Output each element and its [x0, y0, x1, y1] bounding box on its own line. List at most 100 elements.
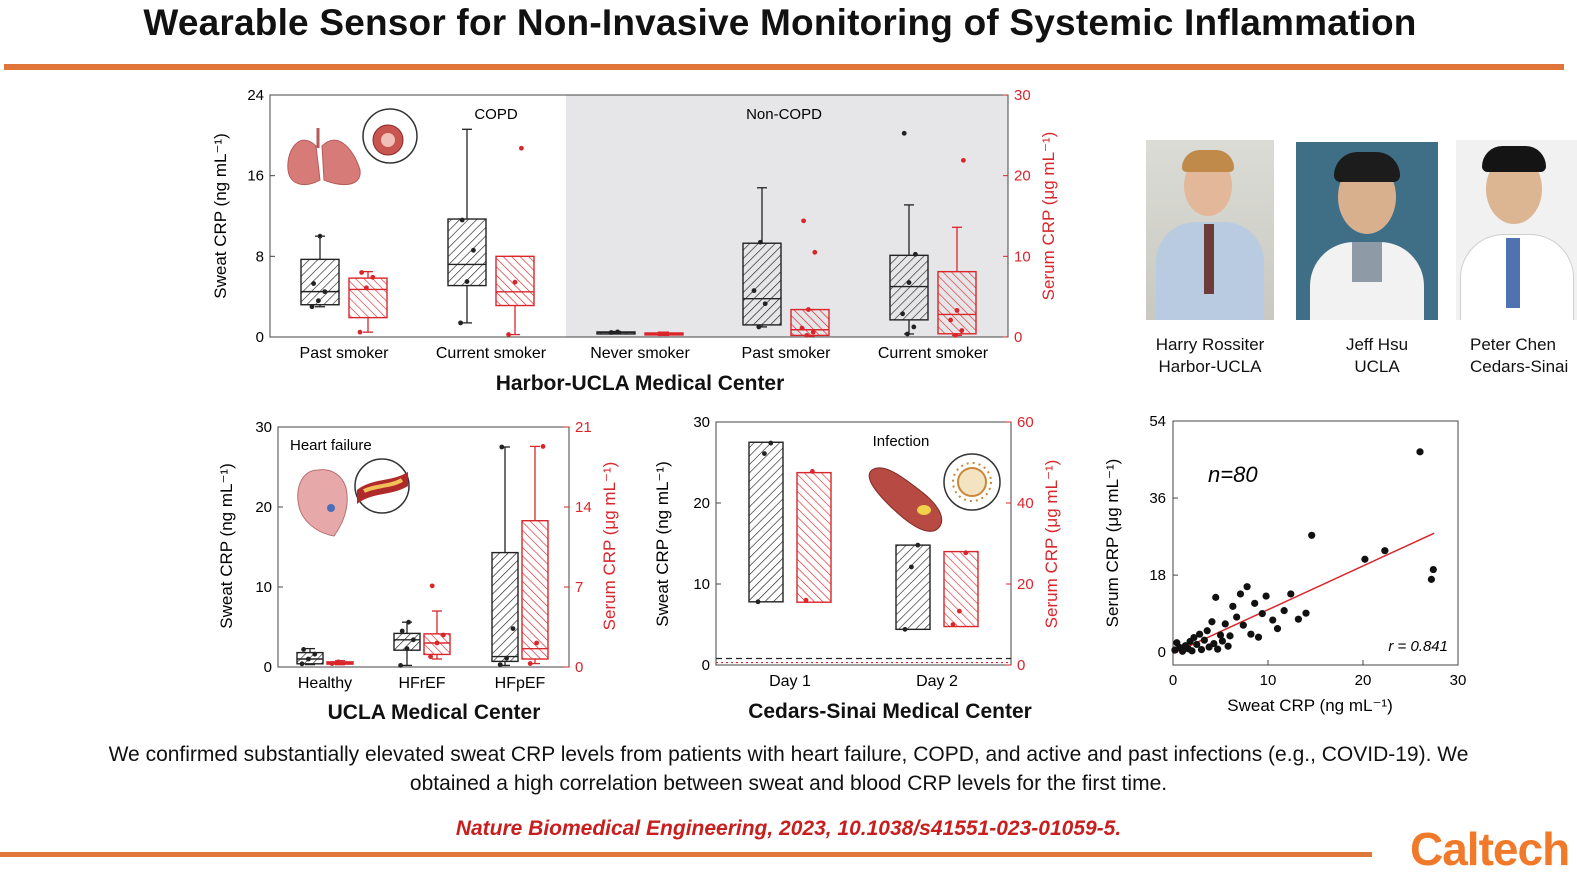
infection-label: Infection: [873, 433, 930, 450]
data-point: [758, 239, 763, 245]
data-point: [900, 311, 905, 317]
harbor-frame: [269, 94, 1009, 338]
right-y-tick-label: 0: [1017, 657, 1025, 674]
scatter-point: [1262, 592, 1270, 600]
citation[interactable]: Nature Biomedical Engineering, 2023, 10.…: [455, 817, 1122, 840]
top-divider: [4, 64, 1564, 70]
person-2-affiliation: UCLA: [1354, 357, 1400, 376]
copd-label: COPD: [474, 106, 518, 123]
data-point: [957, 608, 962, 614]
data-point: [359, 270, 364, 275]
data-point: [399, 628, 405, 634]
scatter-point: [1214, 645, 1222, 653]
box: [447, 218, 487, 287]
y-tick-label: 36: [1149, 490, 1166, 507]
data-point: [322, 289, 328, 295]
scatter-point: [1302, 609, 1310, 617]
x-tick-label: Day 2: [916, 673, 958, 690]
right-y-tick-label: 0: [1014, 329, 1022, 346]
data-point: [810, 469, 815, 474]
data-point: [464, 279, 470, 284]
data-point: [812, 249, 818, 255]
box: [790, 308, 830, 337]
photo-jeff-hsu: [1296, 142, 1438, 320]
scatter-point: [1221, 620, 1229, 628]
x-tick-label: Never smoker: [590, 345, 690, 362]
data-point: [909, 564, 914, 570]
harbor-left-axis-label: Sweat CRP (ng mL⁻¹): [211, 133, 230, 298]
right-y-tick-label: 20: [1014, 168, 1031, 185]
scatter-point: [1429, 565, 1437, 574]
person-2-caption: Jeff Hsu UCLA: [1297, 334, 1457, 378]
right-y-tick-label: 14: [575, 499, 592, 516]
data-point: [953, 332, 958, 338]
data-point: [512, 279, 518, 285]
data-point: [911, 324, 917, 330]
data-point: [506, 332, 511, 337]
right-y-tick-label: 21: [575, 419, 592, 436]
data-point: [404, 646, 410, 651]
virus-icon: [868, 453, 1001, 532]
data-point: [608, 330, 614, 335]
scatter-point: [1361, 555, 1369, 563]
data-point: [950, 622, 956, 627]
slide-title: Wearable Sensor for Non-Invasive Monitor…: [143, 2, 1417, 43]
data-point: [510, 626, 516, 631]
cedars-left-axis-label: Sweat CRP (ng mL⁻¹): [653, 461, 672, 626]
data-point: [540, 444, 546, 449]
scatter-point: [1224, 642, 1232, 650]
ucla-center-label: UCLA Medical Center: [328, 701, 541, 724]
data-point: [755, 599, 761, 605]
data-point: [915, 542, 921, 548]
data-point: [471, 247, 476, 253]
x-tick-label: Past smoker: [742, 345, 832, 362]
person-3-name: Peter Chen: [1470, 335, 1556, 354]
scatter-point: [1203, 627, 1211, 635]
ucla-left-axis-label: Sweat CRP (ng mL⁻¹): [217, 463, 236, 628]
data-point: [762, 451, 767, 456]
scatter-point: [1178, 647, 1187, 655]
scatter-point: [1243, 583, 1251, 591]
scatter-x-axis-label: Sweat CRP (ng mL⁻¹): [1227, 696, 1392, 715]
scatter-point: [1226, 632, 1234, 640]
caltech-logo: Caltech: [1410, 823, 1570, 875]
box: [521, 520, 549, 660]
right-y-tick-label: 20: [1017, 576, 1034, 593]
cedars-chart: Infection Sweat CRP (ng mL⁻¹) Serum CRP …: [653, 414, 1061, 690]
summary-line-1: We confirmed substantially elevated swea…: [108, 743, 1469, 766]
box: [491, 551, 519, 663]
data-point: [504, 655, 509, 661]
data-point: [364, 285, 369, 291]
data-point: [519, 145, 524, 151]
data-point: [527, 661, 533, 666]
scatter-y-axis-label: Serum CRP (μg mL⁻¹): [1103, 459, 1122, 628]
data-point: [954, 307, 960, 313]
range-bar: [943, 550, 979, 628]
left-y-tick-label: 8: [256, 248, 264, 265]
data-point: [756, 324, 762, 330]
data-point: [905, 331, 910, 337]
right-y-tick-label: 30: [1014, 87, 1031, 104]
y-tick-label: 0: [1158, 644, 1166, 661]
data-point: [329, 661, 335, 666]
lungs-icon: [287, 108, 418, 186]
correlation-annotation: r = 0.841: [1388, 638, 1448, 655]
data-point: [311, 281, 316, 286]
bottom-divider: [0, 852, 1372, 857]
data-point: [317, 233, 323, 239]
box: [348, 277, 388, 319]
data-point: [751, 288, 757, 294]
right-y-tick-label: 10: [1014, 248, 1031, 265]
range-bar: [895, 544, 931, 631]
scatter-point: [1427, 575, 1435, 583]
data-point: [370, 274, 376, 280]
data-point: [336, 659, 341, 665]
data-point: [434, 640, 440, 646]
x-tick-label: HFrEF: [398, 675, 445, 692]
right-y-tick-label: 7: [575, 579, 583, 596]
left-y-tick-label: 0: [702, 657, 710, 674]
left-y-tick-label: 0: [264, 659, 272, 676]
x-tick-label: Current smoker: [878, 345, 989, 362]
left-y-tick-label: 10: [693, 576, 710, 593]
data-point: [497, 662, 503, 667]
